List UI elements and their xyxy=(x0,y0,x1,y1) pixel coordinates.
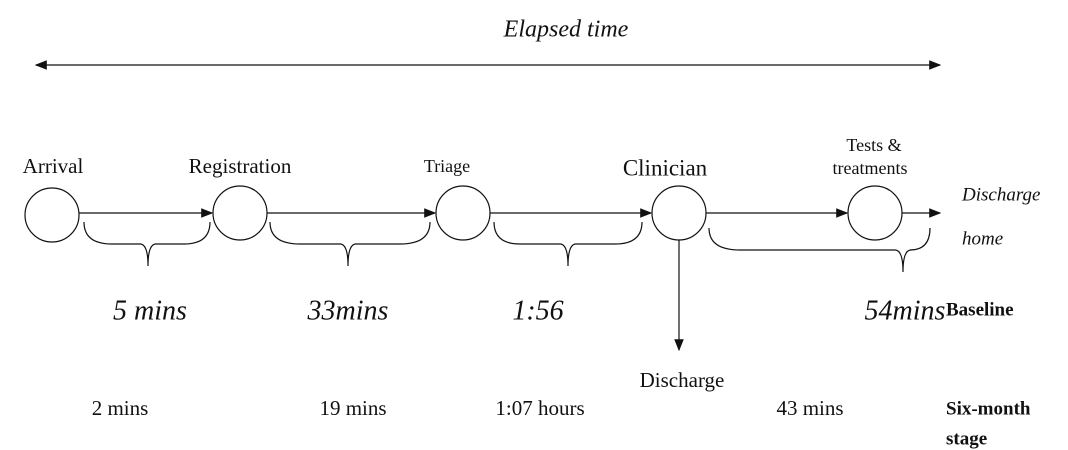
baseline-time: 5 mins xyxy=(113,295,187,326)
baseline-time: 54mins xyxy=(865,295,946,326)
node xyxy=(435,185,491,241)
brace xyxy=(83,221,211,267)
node-label: Triage xyxy=(424,156,470,176)
exit-label: Discharge xyxy=(640,368,725,392)
six-month-time: 19 mins xyxy=(319,396,386,420)
row-label: Baseline xyxy=(946,299,1014,320)
title: Elapsed time xyxy=(503,17,629,43)
node xyxy=(847,185,903,241)
node-label: Tests & xyxy=(846,135,901,155)
baseline-time: 33mins xyxy=(307,295,389,326)
discharge-home: home xyxy=(962,228,1003,249)
node-label: Arrival xyxy=(23,154,84,178)
row-label: Six-month xyxy=(946,398,1031,419)
node xyxy=(24,187,80,243)
node-label: treatments xyxy=(833,158,908,178)
brace xyxy=(708,227,931,273)
six-month-time: 43 mins xyxy=(776,396,843,420)
node-label: Clinician xyxy=(623,155,708,180)
node-label: Registration xyxy=(189,154,292,178)
brace xyxy=(269,221,431,267)
node xyxy=(212,185,268,241)
row-label: stage xyxy=(946,428,987,449)
baseline-time: 1:56 xyxy=(512,295,563,326)
six-month-time: 2 mins xyxy=(92,396,149,420)
six-month-time: 1:07 hours xyxy=(495,396,584,420)
brace xyxy=(493,221,643,267)
discharge-home: Discharge xyxy=(961,184,1040,205)
node xyxy=(651,185,707,241)
